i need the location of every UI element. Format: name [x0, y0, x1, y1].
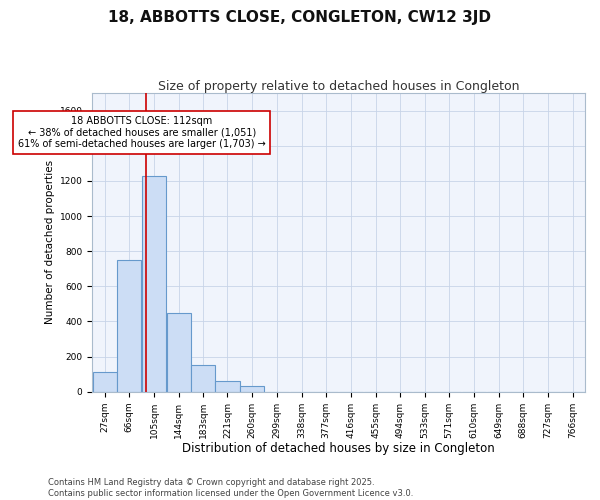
Bar	[240, 386, 264, 392]
Text: 18 ABBOTTS CLOSE: 112sqm
← 38% of detached houses are smaller (1,051)
61% of sem: 18 ABBOTTS CLOSE: 112sqm ← 38% of detach…	[18, 116, 266, 149]
Bar	[167, 312, 191, 392]
Bar	[142, 176, 166, 392]
Bar	[117, 260, 142, 392]
Bar	[191, 366, 215, 392]
Text: Contains HM Land Registry data © Crown copyright and database right 2025.
Contai: Contains HM Land Registry data © Crown c…	[48, 478, 413, 498]
Title: Size of property relative to detached houses in Congleton: Size of property relative to detached ho…	[158, 80, 520, 93]
Bar	[92, 372, 116, 392]
Text: 18, ABBOTTS CLOSE, CONGLETON, CW12 3JD: 18, ABBOTTS CLOSE, CONGLETON, CW12 3JD	[109, 10, 491, 25]
Y-axis label: Number of detached properties: Number of detached properties	[46, 160, 55, 324]
X-axis label: Distribution of detached houses by size in Congleton: Distribution of detached houses by size …	[182, 442, 495, 455]
Bar	[215, 381, 239, 392]
